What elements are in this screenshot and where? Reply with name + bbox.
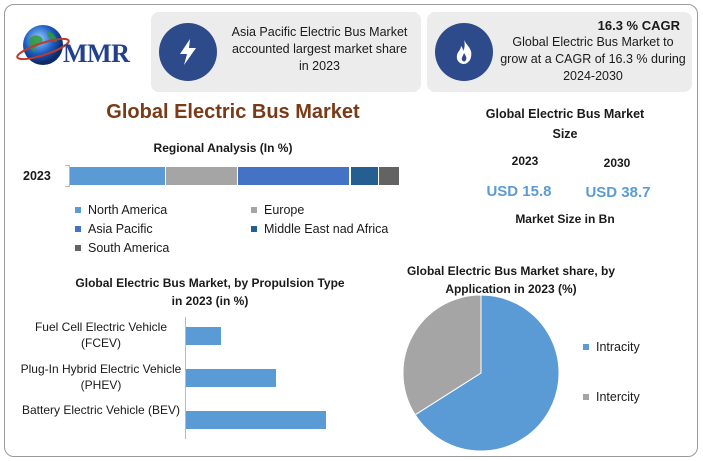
application-pie-chart [402,294,560,452]
legend-europe: Europe [251,203,304,217]
fire-icon [435,23,493,81]
legend-label-intercity: Intercity [596,390,640,404]
info-card-cagr-text: Global Electric Bus Market to grow at a … [500,35,686,83]
legend-swatch-north-america [75,207,81,213]
infographic-frame: MMR Asia Pacific Electric Bus Market acc… [4,4,698,457]
legend-mea: Middle East nad Africa [251,222,388,236]
market-size-value-a: USD 15.8 [486,183,552,200]
market-size-year-b: 2030 [603,156,631,170]
legend-label-south-america: South America [88,241,170,255]
regional-year-label: 2023 [23,169,51,183]
legend-swatch-europe [251,207,257,213]
legend-swatch-asia-pacific [75,226,81,232]
application-chart-title: Global Electric Bus Market share, by App… [406,264,616,296]
regional-segment-north-america [70,167,165,185]
legend-swatch-south-america [75,245,81,251]
legend-label-mea: Middle East nad Africa [264,222,389,236]
regional-chart-title: Regional Analysis (In %) [153,141,293,155]
regional-segment-europe [165,167,238,185]
propulsion-axis [185,317,186,439]
propulsion-label-bev: Battery Electric Vehicle (BEV) [21,403,181,417]
page-title: Global Electric Bus Market [106,101,360,123]
propulsion-bar-phev [186,369,276,387]
info-card-region-text: Asia Pacific Electric Bus Market account… [231,25,408,73]
lightning-icon [159,23,217,81]
propulsion-label-phev: Plug-In Hybrid Electric Vehicle (PHEV) [20,362,182,392]
legend-swatch-mea [251,226,257,232]
regional-segment-middle-east-nad-africa [350,167,378,185]
legend-south-america: South America [75,241,169,255]
legend-north-america: North America [75,203,167,217]
info-card-region: Asia Pacific Electric Bus Market account… [151,12,421,92]
regional-stacked-bar [65,165,399,187]
info-card-cagr: 16.3 % CAGR Global Electric Bus Market t… [427,12,692,92]
legend-intracity: Intracity [583,340,640,354]
propulsion-bar-bev [186,411,326,429]
regional-segment-asia-pacific [238,167,350,185]
market-size-year-a: 2023 [511,154,539,168]
legend-label-europe: Europe [264,203,305,217]
propulsion-chart-title: Global Electric Bus Market, by Propulsio… [75,276,345,308]
legend-asia-pacific: Asia Pacific [75,222,153,236]
globe-icon [16,25,70,65]
legend-label-asia-pacific: Asia Pacific [88,222,153,236]
legend-label-north-america: North America [88,203,168,217]
brand-logo: MMR [15,17,147,77]
legend-swatch-intercity [583,394,589,400]
market-size-value-b: USD 38.7 [585,184,651,201]
market-size-title: Global Electric Bus Market Size [485,107,645,141]
propulsion-bar-fcev [186,327,221,345]
pie-slice-intracity [414,294,560,452]
legend-intercity: Intercity [583,390,640,404]
legend-swatch-intracity [583,344,589,350]
brand-name: MMR [63,39,130,68]
market-size-unit: Market Size in Bn [515,212,615,226]
cagr-headline: 16.3 % CAGR [597,18,680,33]
legend-label-intracity: Intracity [596,340,640,354]
regional-segment-south-america [378,167,399,185]
pie-slice-intercity [402,294,482,416]
propulsion-label-fcev: Fuel Cell Electric Vehicle (FCEV) [34,320,168,350]
